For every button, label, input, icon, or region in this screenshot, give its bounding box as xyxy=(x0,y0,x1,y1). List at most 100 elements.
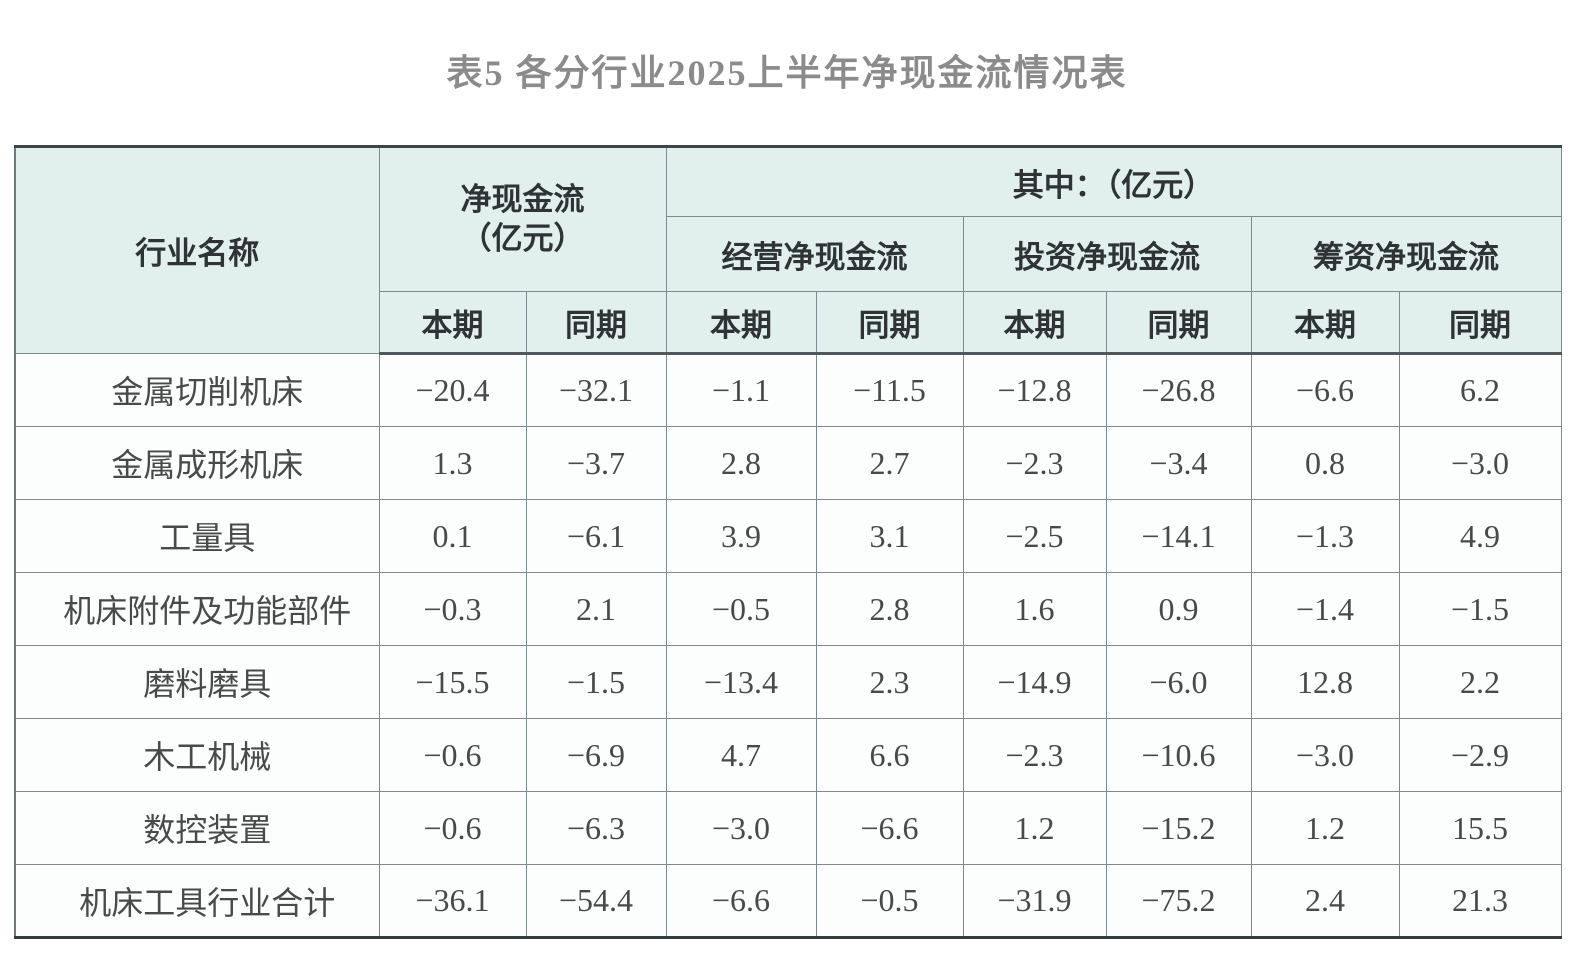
period-header-prior: 同期 xyxy=(1398,291,1562,355)
row-label: 工量具 xyxy=(14,499,380,573)
cell: −6.6 xyxy=(1250,353,1400,427)
table-row: 数控装置 −0.6 −6.3 −3.0 −6.6 1.2 −15.2 1.2 1… xyxy=(14,791,1562,865)
cell: −3.7 xyxy=(525,426,667,500)
cell: −3.0 xyxy=(1250,718,1400,792)
table-row: 金属切削机床 −20.4 −32.1 −1.1 −11.5 −12.8 −26.… xyxy=(14,353,1562,427)
cell: 1.2 xyxy=(962,791,1107,865)
subgroup-header-investing: 投资净现金流 xyxy=(962,216,1252,292)
cell: −1.5 xyxy=(1398,572,1562,646)
cell: −2.9 xyxy=(1398,718,1562,792)
table-row: 木工机械 −0.6 −6.9 4.7 6.6 −2.3 −10.6 −3.0 −… xyxy=(14,718,1562,792)
cashflow-table: 行业名称 净现金流 （亿元） 其中：（亿元） 经营净现金流 投资净现金流 筹资净… xyxy=(14,145,1562,939)
table-row: 工量具 0.1 −6.1 3.9 3.1 −2.5 −14.1 −1.3 4.9 xyxy=(14,499,1562,573)
period-header-current: 本期 xyxy=(665,291,817,355)
cell: −0.6 xyxy=(378,791,527,865)
cell: −6.1 xyxy=(525,499,667,573)
table-row: 金属成形机床 1.3 −3.7 2.8 2.7 −2.3 −3.4 0.8 −3… xyxy=(14,426,1562,500)
cell: 0.9 xyxy=(1105,572,1252,646)
table-row: 磨料磨具 −15.5 −1.5 −13.4 2.3 −14.9 −6.0 12.… xyxy=(14,645,1562,719)
period-header-current: 本期 xyxy=(1250,291,1400,355)
cell: −13.4 xyxy=(665,645,817,719)
table-row: 机床工具行业合计 −36.1 −54.4 −6.6 −0.5 −31.9 −75… xyxy=(14,864,1562,938)
cell: −2.3 xyxy=(962,426,1107,500)
cell: 2.8 xyxy=(665,426,817,500)
cell: −3.4 xyxy=(1105,426,1252,500)
cell: 1.2 xyxy=(1250,791,1400,865)
cell: 15.5 xyxy=(1398,791,1562,865)
cell: −0.5 xyxy=(665,572,817,646)
period-header-prior: 同期 xyxy=(525,291,667,355)
cell: 1.3 xyxy=(378,426,527,500)
period-header-current: 本期 xyxy=(378,291,527,355)
cell: −26.8 xyxy=(1105,353,1252,427)
period-header-prior: 同期 xyxy=(1105,291,1252,355)
header-row-1: 行业名称 净现金流 （亿元） 其中：（亿元） xyxy=(14,146,1562,354)
cell: −6.9 xyxy=(525,718,667,792)
period-header-prior: 同期 xyxy=(815,291,964,355)
cell: −32.1 xyxy=(525,353,667,427)
cell: −0.3 xyxy=(378,572,527,646)
cell: −14.9 xyxy=(962,645,1107,719)
row-label: 数控装置 xyxy=(14,791,380,865)
cell: −2.5 xyxy=(962,499,1107,573)
cell: 1.6 xyxy=(962,572,1107,646)
cell: −20.4 xyxy=(378,353,527,427)
cell: −36.1 xyxy=(378,864,527,938)
cell: −54.4 xyxy=(525,864,667,938)
cell: 12.8 xyxy=(1250,645,1400,719)
cell: 0.8 xyxy=(1250,426,1400,500)
cell: 2.3 xyxy=(815,645,964,719)
cell: 21.3 xyxy=(1398,864,1562,938)
cell: 3.1 xyxy=(815,499,964,573)
cell: −31.9 xyxy=(962,864,1107,938)
row-label: 金属切削机床 xyxy=(14,353,380,427)
cell: −1.3 xyxy=(1250,499,1400,573)
cell: −15.2 xyxy=(1105,791,1252,865)
header-row-2: 经营净现金流 投资净现金流 筹资净现金流 xyxy=(15,216,1562,292)
cell: −6.6 xyxy=(815,791,964,865)
cell: 2.4 xyxy=(1250,864,1400,938)
cell: −2.3 xyxy=(962,718,1107,792)
cell: 4.7 xyxy=(665,718,817,792)
row-label: 机床附件及功能部件 xyxy=(14,572,380,646)
period-header-current: 本期 xyxy=(962,291,1107,355)
subgroup-header-financing: 筹资净现金流 xyxy=(1250,216,1562,292)
cell: −1.4 xyxy=(1250,572,1400,646)
row-label: 机床工具行业合计 xyxy=(14,864,380,938)
header-row-3: 本期 同期 本期 同期 本期 同期 本期 同期 xyxy=(15,291,1562,355)
among-header: 其中：（亿元） xyxy=(665,146,1562,217)
cell: 2.8 xyxy=(815,572,964,646)
cell: −10.6 xyxy=(1105,718,1252,792)
cell: 2.7 xyxy=(815,426,964,500)
net-cashflow-header: 净现金流 （亿元） xyxy=(378,146,667,292)
cell: 2.1 xyxy=(525,572,667,646)
cell: −14.1 xyxy=(1105,499,1252,573)
row-label: 金属成形机床 xyxy=(14,426,380,500)
cell: 3.9 xyxy=(665,499,817,573)
row-label: 木工机械 xyxy=(14,718,380,792)
cell: 6.2 xyxy=(1398,353,1562,427)
cell: 0.1 xyxy=(378,499,527,573)
table-title: 表5 各分行业2025上半年净现金流情况表 xyxy=(446,53,1128,93)
cell: −0.5 xyxy=(815,864,964,938)
cell: −75.2 xyxy=(1105,864,1252,938)
cell: 6.6 xyxy=(815,718,964,792)
cell: −12.8 xyxy=(962,353,1107,427)
cell: −6.0 xyxy=(1105,645,1252,719)
subgroup-header-operating: 经营净现金流 xyxy=(665,216,964,292)
cell: −6.3 xyxy=(525,791,667,865)
cell: −0.6 xyxy=(378,718,527,792)
cell: −11.5 xyxy=(815,353,964,427)
cell: −15.5 xyxy=(378,645,527,719)
cell: −6.6 xyxy=(665,864,817,938)
cell: 2.2 xyxy=(1398,645,1562,719)
cell: −1.5 xyxy=(525,645,667,719)
cell: −3.0 xyxy=(665,791,817,865)
cell: −3.0 xyxy=(1398,426,1562,500)
cell: −1.1 xyxy=(665,353,817,427)
cell: 4.9 xyxy=(1398,499,1562,573)
industry-name-header: 行业名称 xyxy=(14,146,380,354)
row-label: 磨料磨具 xyxy=(14,645,380,719)
table-row: 机床附件及功能部件 −0.3 2.1 −0.5 2.8 1.6 0.9 −1.4… xyxy=(14,572,1562,646)
